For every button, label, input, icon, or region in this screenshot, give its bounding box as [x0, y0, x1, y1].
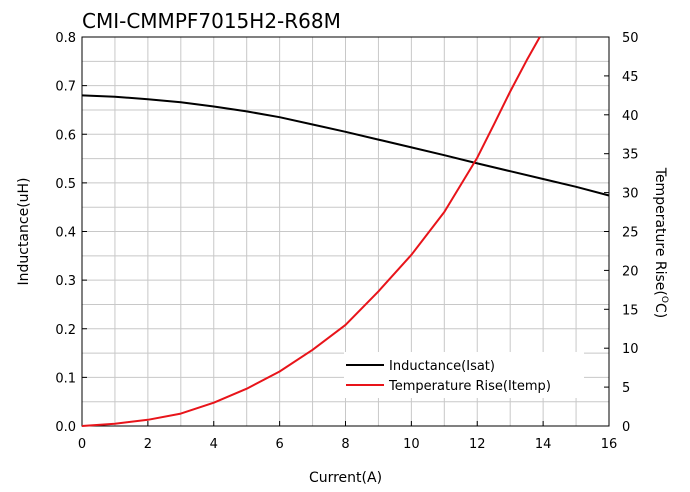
y-tick-label: 0.7 — [55, 80, 76, 95]
y-axis-ticks: 0.0 0.1 0.2 0.3 0.4 0.5 0.6 0.7 0.8 — [55, 31, 87, 435]
y2-axis-ticks: 0 5 10 15 20 25 30 35 40 45 50 — [604, 31, 639, 435]
x-axis-label: Current(A) — [309, 470, 382, 486]
y-axis-label: Inductance(uH) — [16, 177, 32, 285]
y2-tick-label: 45 — [622, 70, 639, 85]
legend-background — [344, 352, 584, 398]
y-tick-label: 0.4 — [55, 226, 76, 241]
series-line-inductance — [81, 94, 610, 197]
x-tick-label: 8 — [341, 437, 349, 452]
y2-tick-label: 10 — [622, 342, 639, 357]
y-tick-label: 0.0 — [55, 420, 76, 435]
y-tick-label: 0.5 — [55, 177, 76, 192]
x-tick-label: 16 — [601, 437, 618, 452]
y2-axis-label: Temperature Rise(OC) — [652, 167, 669, 318]
y2-tick-label: 0 — [622, 420, 630, 435]
x-tick-label: 6 — [275, 437, 283, 452]
y-tick-label: 0.3 — [55, 274, 76, 289]
y-tick-label: 0.2 — [55, 323, 76, 338]
series-line-temperature-rise — [81, 36, 541, 427]
x-tick-label: 10 — [403, 437, 420, 452]
y2-axis-label-degree: O — [659, 296, 669, 303]
x-tick-label: 12 — [469, 437, 486, 452]
x-tick-label: 0 — [78, 437, 86, 452]
y-tick-label: 0.1 — [55, 371, 76, 386]
y2-tick-label: 25 — [622, 226, 639, 241]
legend: Inductance(Isat) Temperature Rise(Itemp) — [344, 352, 584, 398]
x-tick-label: 2 — [144, 437, 152, 452]
y2-tick-label: 15 — [622, 303, 639, 318]
y2-tick-label: 30 — [622, 187, 639, 202]
y-tick-label: 0.6 — [55, 128, 76, 143]
series-lines — [81, 36, 610, 427]
x-axis-ticks: 0 2 4 6 8 10 12 14 16 — [78, 421, 617, 452]
y2-tick-label: 20 — [622, 264, 639, 279]
y-tick-label: 0.8 — [55, 31, 76, 46]
y2-tick-label: 35 — [622, 148, 639, 163]
x-tick-label: 14 — [535, 437, 552, 452]
chart-title: CMI-CMMPF7015H2-R68M — [82, 9, 341, 33]
y2-tick-label: 50 — [622, 31, 639, 46]
legend-label-temperature: Temperature Rise(Itemp) — [388, 379, 551, 394]
x-tick-label: 4 — [210, 437, 218, 452]
y2-axis-label-suffix: C) — [652, 303, 668, 318]
y2-tick-label: 5 — [622, 381, 630, 396]
y2-axis-label-prefix: Temperature Rise( — [652, 167, 668, 296]
legend-label-inductance: Inductance(Isat) — [389, 359, 495, 374]
y2-tick-label: 40 — [622, 109, 639, 124]
